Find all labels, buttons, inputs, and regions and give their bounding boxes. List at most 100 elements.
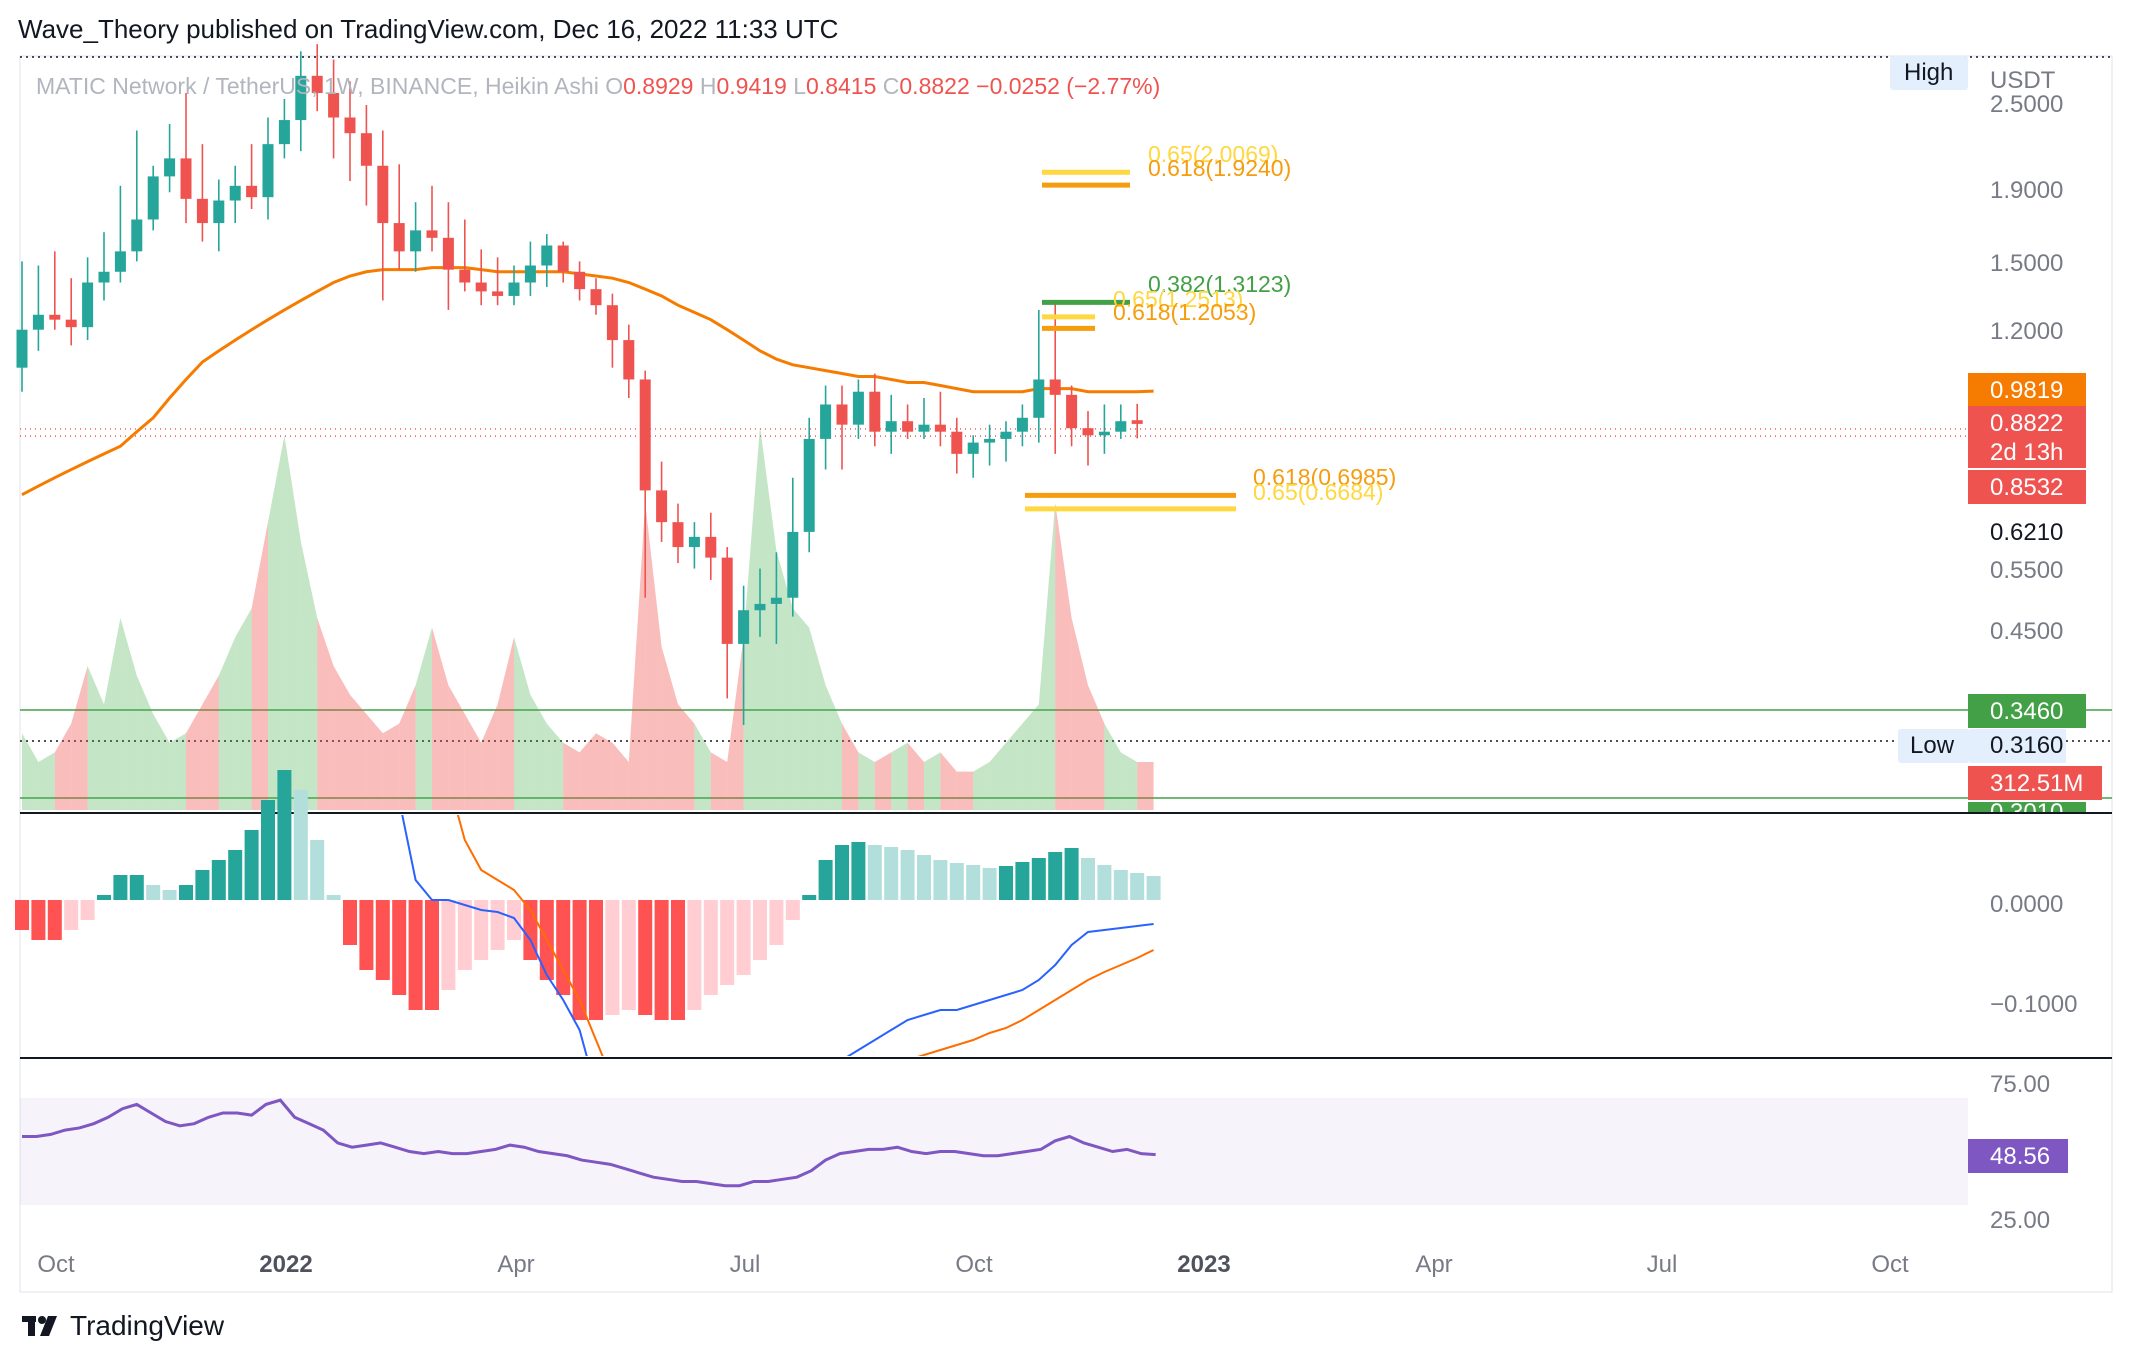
footer-brand-label: TradingView xyxy=(70,1310,225,1341)
rsi-band xyxy=(20,1098,1968,1205)
macd-bar xyxy=(129,875,144,900)
candle-body xyxy=(32,314,44,330)
macd-bar xyxy=(671,900,685,1020)
price-tick: 1.9000 xyxy=(1990,177,2063,204)
volume-area xyxy=(645,502,662,810)
candle-body xyxy=(639,379,651,491)
fib-level-label: 0.618(1.9240) xyxy=(1148,155,1291,181)
footer-brand[interactable]: TradingView xyxy=(22,1310,224,1342)
candle-body xyxy=(16,329,28,368)
volume-area xyxy=(38,752,55,810)
macd-bar xyxy=(900,850,915,900)
candle-body xyxy=(131,219,143,252)
volume-area xyxy=(284,435,301,810)
candle-body xyxy=(49,314,61,320)
low-value-label: 0.3160 xyxy=(1990,732,2063,759)
volume-area xyxy=(596,733,613,810)
volume-area xyxy=(1038,502,1056,810)
fib-level-label: 0.618(0.6985) xyxy=(1253,464,1396,490)
candle-body xyxy=(492,291,504,296)
volume-area xyxy=(169,733,186,810)
volume-area xyxy=(661,646,678,810)
candle-body xyxy=(574,271,586,290)
macd-bar xyxy=(785,900,800,920)
candle-body xyxy=(967,442,979,454)
volume-area xyxy=(202,675,219,810)
candle-body xyxy=(147,176,159,220)
low-value-box xyxy=(1970,729,2066,763)
macd-bar xyxy=(1031,858,1046,900)
macd-bar xyxy=(441,900,456,990)
fib-level-label: 0.65(1.2513) xyxy=(1113,286,1243,312)
volume-area xyxy=(760,426,777,810)
fib-level-label: 0.65(0.6684) xyxy=(1253,479,1383,505)
macd-bar xyxy=(375,900,390,980)
volume-area xyxy=(415,627,432,810)
volume-area xyxy=(776,550,793,810)
candle-body xyxy=(213,200,225,224)
x-tick: Oct xyxy=(955,1251,993,1278)
candle-body xyxy=(426,230,438,238)
candle-body xyxy=(541,245,553,266)
volume-area xyxy=(186,704,203,810)
macd-bar xyxy=(1015,862,1030,900)
macd-bar xyxy=(228,850,243,900)
volume-area xyxy=(530,694,547,810)
candle-body xyxy=(1049,379,1061,395)
macd-bar xyxy=(982,868,997,900)
ema-line xyxy=(21,266,1154,497)
price-badge-label: 0.9819 xyxy=(1990,377,2063,404)
currency-label: USDT xyxy=(1990,67,2056,94)
rsi-line xyxy=(22,1098,1156,1188)
macd-tick: 0.0000 xyxy=(1990,891,2063,918)
candle-body xyxy=(196,198,208,224)
macd-bar xyxy=(949,863,964,900)
candle-body xyxy=(311,75,323,93)
volume-area xyxy=(743,426,760,810)
macd-bar xyxy=(802,895,817,900)
macd-bar xyxy=(343,900,357,945)
macd-bar xyxy=(999,866,1013,900)
macd-bar xyxy=(425,900,439,1010)
volume-area xyxy=(382,723,400,810)
candle-body xyxy=(1000,431,1012,439)
candle-body xyxy=(787,531,799,598)
volume-area xyxy=(874,752,892,810)
candle-body xyxy=(951,431,963,454)
volume-area xyxy=(54,723,72,810)
candle-body xyxy=(180,158,192,199)
macd-histogram xyxy=(15,770,1161,1020)
volume-area xyxy=(464,714,482,810)
macd-bar xyxy=(605,900,620,1015)
volume-area xyxy=(940,752,957,810)
macd-bar xyxy=(638,900,653,1015)
candle-body xyxy=(475,282,487,292)
macd-bar xyxy=(507,900,521,940)
volume-area xyxy=(251,522,268,810)
macd-bar xyxy=(474,900,489,960)
price-badge xyxy=(1968,406,2086,468)
macd-bar xyxy=(490,900,505,950)
macd-bar xyxy=(326,895,341,900)
volume-area xyxy=(858,752,875,810)
price-badge xyxy=(1968,373,2086,407)
candle-body xyxy=(410,230,422,252)
candle-body xyxy=(721,557,733,644)
candle-body xyxy=(1098,431,1110,436)
candle-body xyxy=(623,340,635,380)
macd-bar xyxy=(1146,876,1161,900)
macd-line xyxy=(401,815,1154,1056)
macd-bar xyxy=(457,900,472,970)
volume-area xyxy=(579,733,596,810)
volume-area xyxy=(22,733,39,810)
price-badge xyxy=(1968,470,2086,504)
price-tick: 2.5000 xyxy=(1990,91,2063,118)
macd-bar xyxy=(392,900,407,995)
countdown-label: 2d 13h xyxy=(1990,439,2063,466)
volume-area xyxy=(989,742,1006,810)
macd-bar xyxy=(736,900,751,975)
volume-area xyxy=(1088,685,1105,810)
candle-body xyxy=(114,251,126,272)
candles xyxy=(16,44,1143,725)
